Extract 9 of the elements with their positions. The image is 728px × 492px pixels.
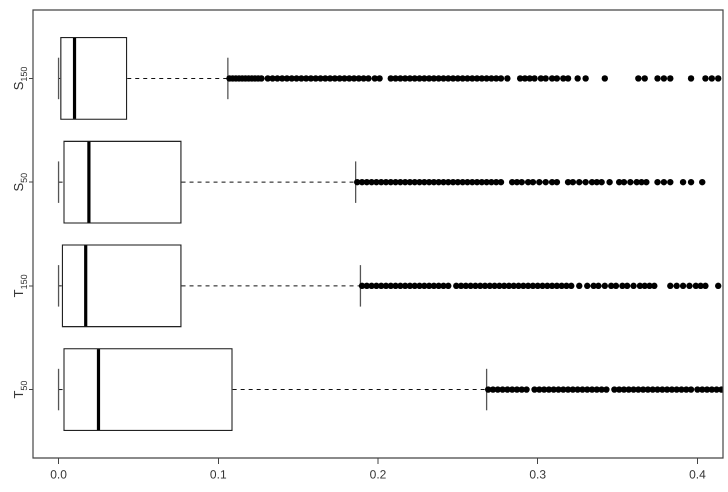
x-tick-label: 0.0 [50,468,68,482]
x-tick-label: 0.3 [529,468,546,482]
y-tick-label: T150 [11,274,29,298]
x-tick-label: 0.4 [689,468,706,482]
y-tick-label: T50 [11,380,29,399]
x-tick-label: 0.2 [370,468,387,482]
y-tick-label: S150 [11,66,29,90]
x-tick-label: 0.1 [210,468,227,482]
y-tick-label: S50 [11,172,29,192]
